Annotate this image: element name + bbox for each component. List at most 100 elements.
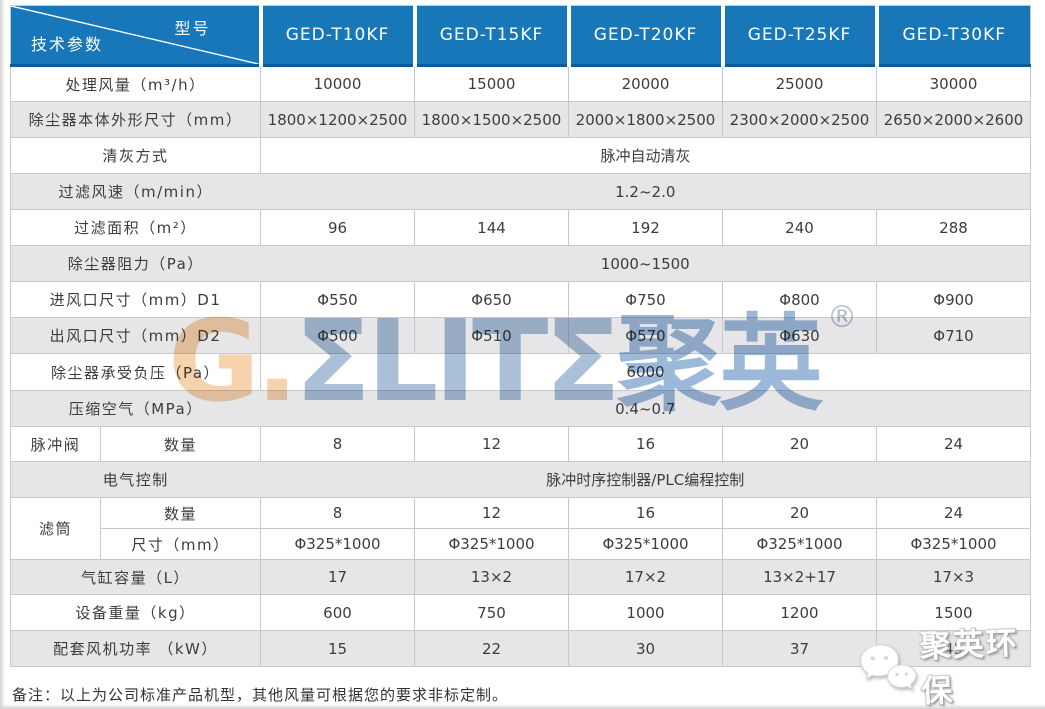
spec-cell: 600 (260, 594, 415, 631)
spec-cell: 1800×1200×2500 (260, 101, 415, 138)
spec-cell: Φ510 (414, 317, 569, 354)
spec-cell: 15 (260, 630, 415, 667)
row-label: 电气控制 (10, 461, 261, 498)
spec-cell: Φ570 (568, 317, 723, 354)
row-label: 除尘器阻力（Pa） (10, 245, 261, 282)
spec-cell-span: 1.2~2.0 (260, 173, 1031, 210)
row-label: 进风口尺寸（mm）D1 (10, 281, 261, 318)
spec-cell: 16 (568, 426, 723, 462)
row-label: 过滤面积（m²） (10, 209, 261, 246)
spec-cell: Φ710 (876, 317, 1031, 354)
page-edge-left (0, 0, 5, 709)
spec-cell: 8 (260, 426, 415, 462)
spec-cell: 25000 (722, 65, 877, 102)
row-label: 气缸容量（L） (10, 559, 261, 595)
spec-cell: 30 (568, 630, 723, 667)
spec-cell-span: 1000~1500 (260, 245, 1031, 282)
sub-label: 数量 (100, 497, 261, 529)
spec-cell: 1200 (722, 594, 877, 631)
corner-header-cell: 型号 技术参数 (10, 5, 261, 67)
table-row: 进风口尺寸（mm）D1 Φ550 Φ650 Φ750 Φ800 Φ900 (10, 281, 1031, 318)
spec-cell: 288 (876, 209, 1031, 246)
spec-cell: 13×2 (414, 559, 569, 595)
table-row: 除尘器阻力（Pa） 1000~1500 (10, 245, 1031, 282)
spec-cell: Φ900 (876, 281, 1031, 318)
spec-cell: 17×3 (876, 559, 1031, 595)
table-row: 设备重量（kg） 600 750 1000 1200 1500 (10, 594, 1031, 631)
spec-cell: 240 (722, 209, 877, 246)
spec-cell: 12 (414, 497, 569, 529)
spec-cell: 2000×1800×2500 (568, 101, 723, 138)
table-header: 型号 技术参数 GED-T10KF GED-T15KF GED-T20KF GE… (10, 5, 1031, 67)
table-row: 气缸容量（L） 17 13×2 17×2 13×2+17 17×3 (10, 559, 1031, 595)
table-row: 滤筒 数量 8 12 16 20 24 (10, 497, 1031, 560)
table-row: 清灰方式 脉冲自动清灰 (10, 137, 1031, 174)
table-row: 出风口尺寸（mm）D2 Φ500 Φ510 Φ570 Φ630 Φ710 (10, 317, 1031, 354)
spec-cell: Φ630 (722, 317, 877, 354)
spec-cell: Φ325*1000 (260, 528, 415, 560)
spec-cell: 1800×1500×2500 (414, 101, 569, 138)
table-body: 处理风量（m³/h） 10000 15000 20000 25000 30000 除尘器本体… (10, 65, 1031, 667)
row-label: 过滤风速（m/min） (10, 173, 261, 210)
table-row: 电气控制 脉冲时序控制器/PLC编程控制 (10, 461, 1031, 498)
spec-cell: 24 (876, 426, 1031, 462)
table-row: 配套风机功率 （kW） 15 22 30 37 45 (10, 630, 1031, 667)
spec-cell: 8 (260, 497, 415, 529)
corner-label-model: 型号 (174, 19, 211, 38)
spec-cell: 20000 (568, 65, 723, 102)
spec-cell: 24 (876, 497, 1031, 529)
spec-cell: 12 (414, 426, 569, 462)
model-header: GED-T30KF (874, 5, 1031, 67)
table-row: 压缩空气（MPa） 0.4~0.7 (10, 390, 1031, 427)
spec-cell: 750 (414, 594, 569, 631)
row-label: 处理风量（m³/h） (10, 65, 261, 102)
spec-cell: Φ325*1000 (722, 528, 877, 560)
spec-cell: 17×2 (568, 559, 723, 595)
spec-cell: 30000 (876, 65, 1031, 102)
table-row: 脉冲阀 数量 8 12 16 20 24 (10, 426, 1031, 462)
table-row: 尺寸（mm） Φ325*1000 Φ325*1000 Φ325*1000 Φ325*10… (11, 528, 1031, 560)
spec-cell: 96 (260, 209, 415, 246)
spec-cell: 20 (722, 497, 877, 529)
spec-cell: 10000 (260, 65, 415, 102)
spec-cell: 144 (414, 209, 569, 246)
spec-cell: Φ800 (722, 281, 877, 318)
spec-cell: Φ550 (260, 281, 415, 318)
spec-cell: 22 (414, 630, 569, 667)
sub-label: 尺寸（mm） (100, 528, 261, 560)
spec-cell: 13×2+17 (722, 559, 877, 595)
spec-table: 型号 技术参数 GED-T10KF GED-T15KF GED-T20KF GE… (10, 5, 1031, 667)
spec-cell: Φ500 (260, 317, 415, 354)
spec-cell: 2650×2000×2600 (876, 101, 1031, 138)
spec-cell-span: 6000 (260, 353, 1031, 391)
table-row: 过滤风速（m/min） 1.2~2.0 (10, 173, 1031, 210)
diagonal-divider (11, 6, 259, 64)
table-row: 除尘器承受负压（Pa） 6000 (10, 353, 1031, 391)
spec-cell-span: 脉冲自动清灰 (260, 137, 1031, 174)
spec-cell: 1000 (568, 594, 723, 631)
spec-cell: 17 (260, 559, 415, 595)
spec-cell: Φ325*1000 (568, 528, 723, 560)
row-label: 除尘器承受负压（Pa） (10, 353, 261, 391)
row-label: 出风口尺寸（mm）D2 (10, 317, 261, 354)
page-edge-bottom (0, 704, 1045, 709)
group-label: 脉冲阀 (10, 426, 101, 462)
spec-cell: Φ325*1000 (414, 528, 569, 560)
spec-cell-span: 脉冲时序控制器/PLC编程控制 (260, 461, 1031, 498)
spec-cell: Φ750 (568, 281, 723, 318)
spec-cell: 192 (568, 209, 723, 246)
spec-cell-span: 0.4~0.7 (260, 390, 1031, 427)
spec-cell: 20 (722, 426, 877, 462)
model-header: GED-T15KF (412, 5, 569, 67)
table-row: 除尘器本体外形尺寸（mm） 1800×1200×2500 1800×1500×250… (10, 101, 1031, 138)
spec-cell: 45 (876, 630, 1031, 667)
model-header: GED-T20KF (566, 5, 723, 67)
table-row: 过滤面积（m²） 96 144 192 240 288 (10, 209, 1031, 246)
model-header: GED-T10KF (258, 5, 415, 67)
row-label: 除尘器本体外形尺寸（mm） (10, 101, 261, 138)
spec-table-container: 型号 技术参数 GED-T10KF GED-T15KF GED-T20KF GE… (10, 5, 1031, 667)
corner-label-parameter: 技术参数 (31, 35, 104, 54)
spec-cell: 2300×2000×2500 (722, 101, 877, 138)
spec-cell: 16 (568, 497, 723, 529)
spec-cell: 15000 (414, 65, 569, 102)
